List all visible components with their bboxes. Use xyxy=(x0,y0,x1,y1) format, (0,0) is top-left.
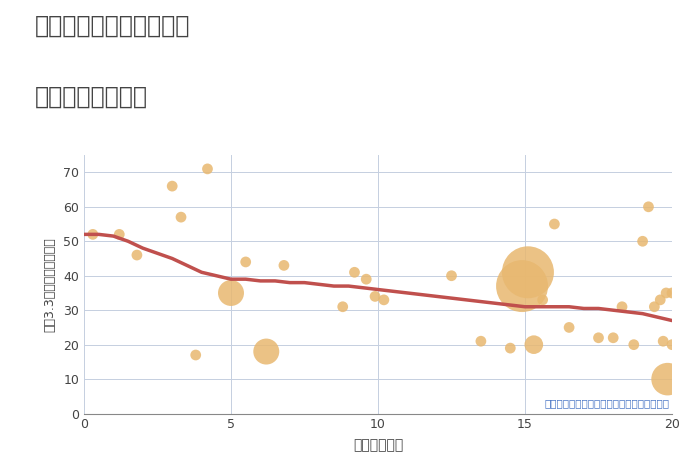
Point xyxy=(260,348,272,355)
Text: 奈良県奈良市鶴舞東町の: 奈良県奈良市鶴舞東町の xyxy=(35,14,190,38)
Point xyxy=(279,262,290,269)
Point xyxy=(643,203,654,211)
Point xyxy=(617,303,628,311)
Point xyxy=(564,324,575,331)
Point xyxy=(628,341,639,348)
Point xyxy=(505,345,516,352)
Point xyxy=(378,296,389,304)
Point xyxy=(337,303,349,311)
Point xyxy=(225,289,237,297)
Point xyxy=(537,296,548,304)
Point xyxy=(167,182,178,190)
Point xyxy=(349,268,360,276)
Point xyxy=(113,231,125,238)
Point xyxy=(649,303,660,311)
Y-axis label: 坪（3.3㎡）単価（万円）: 坪（3.3㎡）単価（万円） xyxy=(43,237,56,332)
Point xyxy=(202,165,213,172)
Point xyxy=(370,293,381,300)
Point xyxy=(666,341,678,348)
Point xyxy=(446,272,457,280)
Point xyxy=(528,341,540,348)
Point xyxy=(608,334,619,342)
Point xyxy=(475,337,486,345)
Text: 円の大きさは、取引のあった物件面積を示す: 円の大きさは、取引のあった物件面積を示す xyxy=(544,399,669,408)
Point xyxy=(637,237,648,245)
Point xyxy=(132,251,143,259)
Point xyxy=(666,289,678,297)
Point xyxy=(661,289,672,297)
Point xyxy=(190,351,202,359)
Point xyxy=(517,282,528,290)
Point xyxy=(654,296,666,304)
Point xyxy=(657,337,668,345)
Point xyxy=(240,258,251,266)
Point xyxy=(88,231,99,238)
Text: 駅距離別土地価格: 駅距離別土地価格 xyxy=(35,85,148,109)
X-axis label: 駅距離（分）: 駅距離（分） xyxy=(353,439,403,453)
Point xyxy=(360,275,372,283)
Point xyxy=(176,213,187,221)
Point xyxy=(593,334,604,342)
Point xyxy=(522,268,533,276)
Point xyxy=(662,376,673,383)
Point xyxy=(549,220,560,228)
